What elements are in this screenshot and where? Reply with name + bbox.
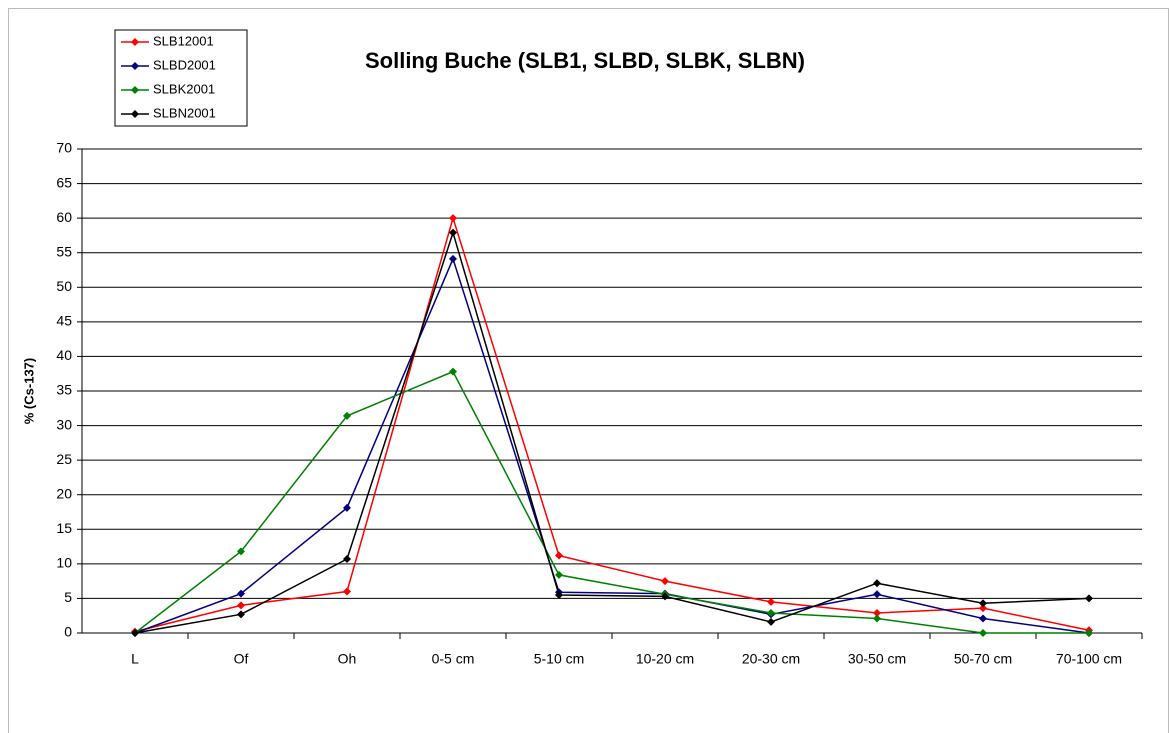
- point: [767, 617, 775, 626]
- point: [131, 629, 139, 637]
- y-tick-label: 15: [56, 520, 72, 536]
- point: [661, 592, 669, 601]
- series-line: [134, 230, 1090, 634]
- y-tick-label: 55: [56, 243, 72, 259]
- legend-marker: [131, 62, 139, 70]
- point: [449, 367, 457, 376]
- point: [237, 589, 245, 598]
- x-tick-label: L: [131, 651, 139, 667]
- x-tick-label: Of: [234, 651, 249, 667]
- point: [449, 214, 457, 223]
- y-tick-label: 50: [56, 278, 72, 294]
- series-line: [134, 256, 1090, 634]
- point: [343, 411, 351, 420]
- y-tick-label: 20: [56, 485, 72, 501]
- y-tick-label: 10: [56, 555, 72, 571]
- point: [449, 228, 457, 237]
- point: [767, 597, 775, 606]
- point: [555, 590, 563, 599]
- y-tick-label: 5: [64, 589, 72, 605]
- point: [343, 503, 351, 512]
- x-tick-label: 20-30 cm: [742, 651, 800, 667]
- x-tick-label: 10-20 cm: [636, 651, 694, 667]
- chart-title: Solling Buche (SLB1, SLBD, SLBK, SLBN): [365, 48, 805, 73]
- series-line: [134, 370, 1089, 634]
- point: [979, 614, 987, 623]
- legend-label: SLBN2001: [153, 105, 216, 120]
- point: [449, 254, 457, 263]
- point: [555, 570, 563, 579]
- x-tick-label: 30-50 cm: [848, 651, 906, 667]
- y-tick-label: 30: [56, 416, 72, 432]
- legend-marker: [131, 86, 139, 94]
- y-tick-label: 60: [56, 209, 72, 225]
- point: [555, 551, 563, 560]
- legend-marker: [131, 110, 139, 118]
- y-tick-label: 35: [56, 382, 72, 398]
- point: [343, 555, 351, 564]
- x-tick-label: 50-70 cm: [954, 651, 1012, 667]
- legend-marker: [131, 38, 139, 46]
- y-tick-label: 45: [56, 313, 72, 329]
- x-tick-label: 70-100 cm: [1056, 651, 1122, 667]
- point: [1085, 594, 1093, 603]
- point: [873, 590, 881, 599]
- point: [979, 629, 987, 637]
- point: [979, 599, 987, 608]
- legend-label: SLBK2001: [153, 81, 215, 96]
- legend-label: SLB12001: [153, 33, 214, 48]
- point: [873, 579, 881, 588]
- point: [237, 547, 245, 556]
- y-tick-label: 0: [64, 624, 72, 640]
- y-axis-label: % (Cs-137): [21, 358, 36, 424]
- y-tick-label: 40: [56, 347, 72, 363]
- y-tick-label: 25: [56, 451, 72, 467]
- point: [873, 608, 881, 617]
- point: [237, 610, 245, 619]
- series-line: [134, 215, 1090, 633]
- legend-box: [114, 29, 248, 127]
- y-tick-label: 65: [56, 174, 72, 190]
- y-tick-label: 70: [56, 140, 72, 156]
- point: [661, 577, 669, 586]
- point: [979, 604, 987, 613]
- chart-frame: [8, 8, 1169, 733]
- x-tick-label: 5-10 cm: [534, 651, 585, 667]
- point: [237, 601, 245, 610]
- point: [873, 614, 881, 623]
- point: [1085, 629, 1093, 637]
- point: [343, 587, 351, 596]
- x-tick-label: Oh: [338, 651, 357, 667]
- point: [767, 608, 775, 617]
- x-tick-label: 0-5 cm: [432, 651, 475, 667]
- legend-label: SLBD2001: [153, 57, 216, 72]
